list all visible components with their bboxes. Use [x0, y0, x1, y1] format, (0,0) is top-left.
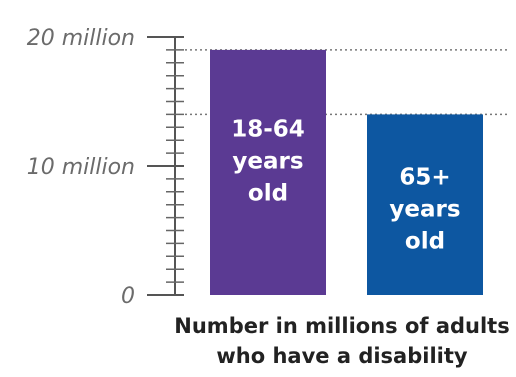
- bar-label: 18-64: [231, 116, 305, 142]
- bar-label: years: [232, 148, 303, 174]
- y-axis: 0 10 million 20 million: [27, 26, 184, 309]
- x-axis-label-line: Number in millions of adults: [174, 314, 509, 338]
- y-tick-label: 10 million: [27, 155, 135, 180]
- y-tick-label: 20 million: [27, 26, 135, 51]
- y-tick-label: 0: [121, 284, 135, 309]
- bar-label: old: [405, 229, 445, 255]
- x-axis-label-line: who have a disability: [216, 344, 468, 368]
- bar-2: [367, 114, 483, 296]
- bar-labels: 18-64 years old 65+ years old: [231, 116, 460, 254]
- x-axis-label: Number in millions of adults who have a d…: [174, 314, 509, 368]
- bar-label: 65+: [399, 165, 450, 191]
- bar-1: [210, 49, 326, 296]
- bar-label: years: [389, 197, 460, 223]
- bars: [210, 49, 483, 296]
- bar-label: old: [248, 180, 288, 206]
